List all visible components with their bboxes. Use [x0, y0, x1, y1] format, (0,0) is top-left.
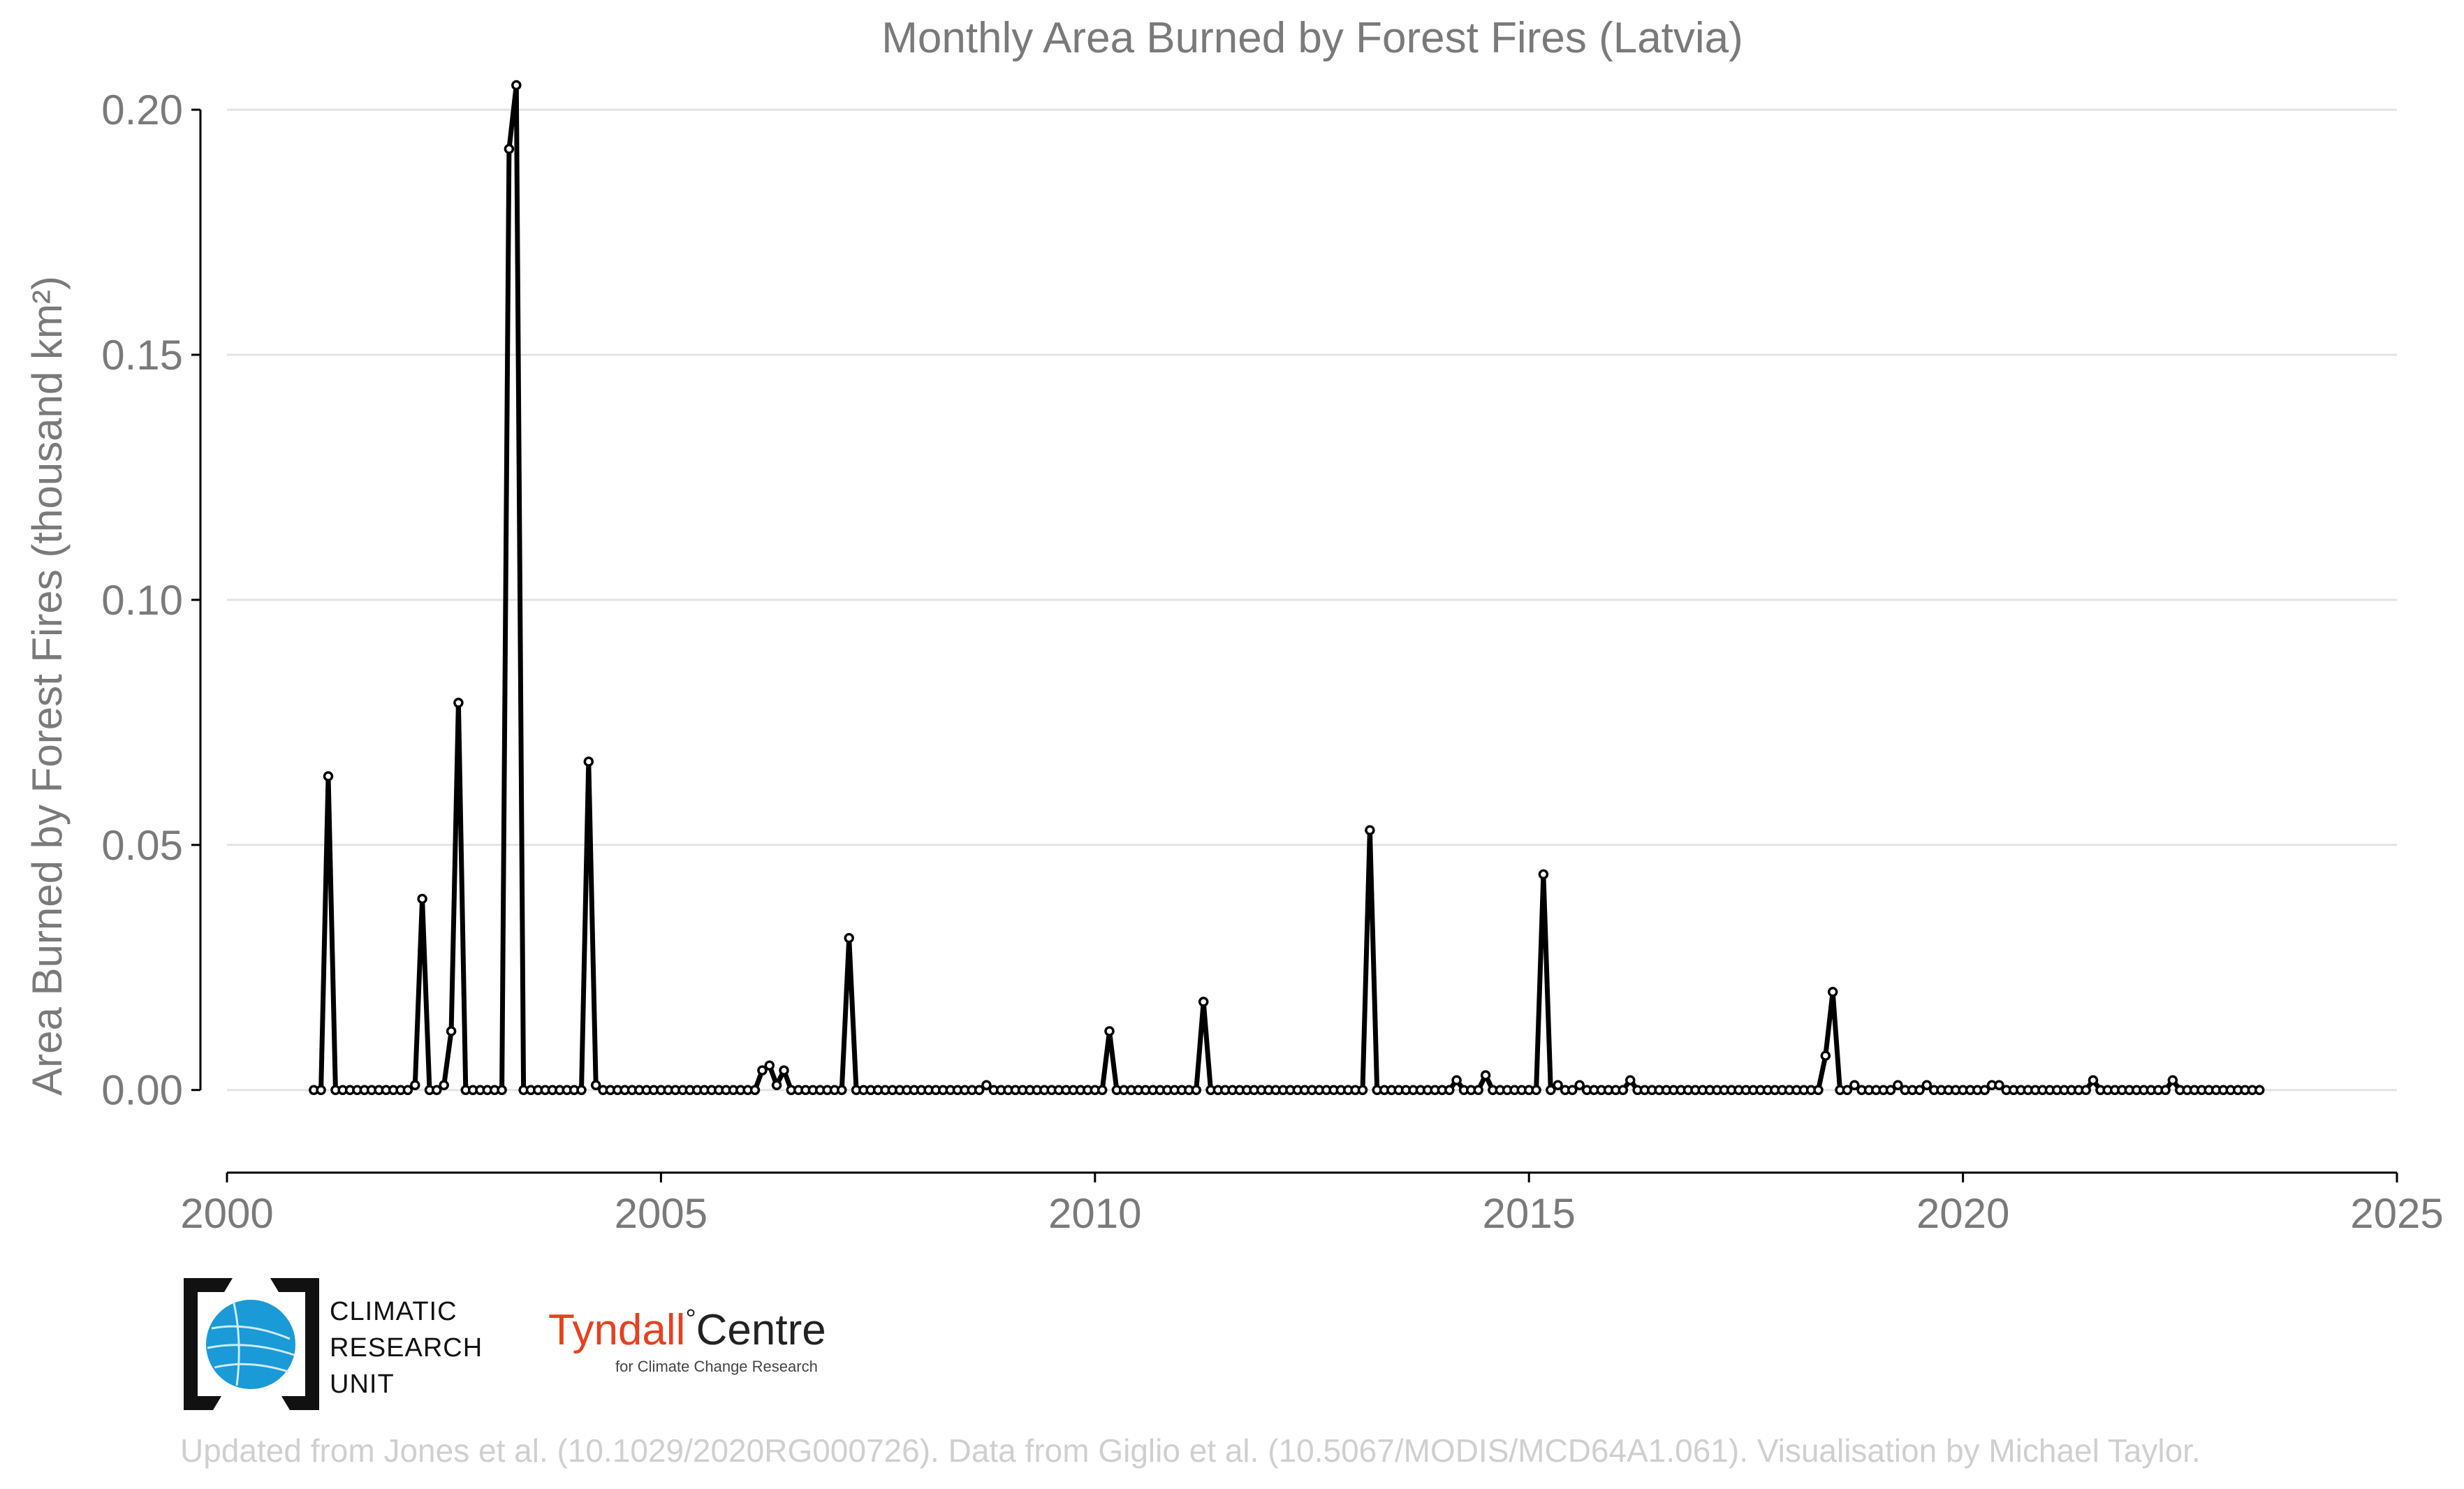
- data-point: [757, 1065, 768, 1076]
- cru-line: CLIMATIC: [330, 1297, 457, 1326]
- data-point: [1538, 869, 1549, 880]
- data-point: [504, 144, 515, 154]
- cru-line: RESEARCH: [330, 1333, 483, 1363]
- data-point: [1104, 1026, 1115, 1036]
- y-axis-label: Area Burned by Forest Fires (thousand km…: [24, 276, 71, 1096]
- data-point: [974, 1085, 985, 1095]
- y-axis: 0.00 0.05 0.10 0.15 0.20: [101, 87, 202, 1114]
- data-point: [446, 1026, 457, 1036]
- data-point: [2088, 1075, 2099, 1085]
- tyndall-logo: Tyndall°Centre for Climate Change Resear…: [548, 1305, 826, 1375]
- data-point: [576, 1085, 587, 1095]
- data-point: [779, 1065, 789, 1076]
- x-tick-label: 2010: [1048, 1190, 1141, 1237]
- data-point: [764, 1060, 775, 1071]
- y-tick-label: 0.20: [101, 87, 183, 133]
- data-point: [1546, 1085, 1556, 1095]
- data-point: [439, 1080, 449, 1090]
- data-point: [771, 1080, 782, 1090]
- data-point: [1914, 1085, 1925, 1095]
- cru-line: UNIT: [330, 1370, 395, 1399]
- data-point: [323, 771, 334, 782]
- tyndall-logo-main: Tyndall: [548, 1306, 686, 1354]
- x-tick-label: 2025: [2350, 1190, 2443, 1237]
- data-point: [1097, 1085, 1108, 1095]
- data-point: [1365, 825, 1375, 835]
- data-point: [590, 1080, 601, 1090]
- cru-logo-text: CLIMATIC RESEARCH UNIT: [330, 1293, 483, 1402]
- x-axis: 2000 2005 2010 2015 2020 2025: [180, 1171, 2444, 1237]
- data-point: [1567, 1085, 1578, 1095]
- data-point: [1893, 1080, 1903, 1090]
- y-tick-label: 0.05: [101, 822, 183, 869]
- data-point: [1198, 997, 1209, 1007]
- data-point: [2160, 1085, 2171, 1095]
- data-point: [844, 932, 854, 944]
- credit-line: Updated from Jones et al. (10.1029/2020R…: [180, 1432, 2201, 1469]
- data-point: [453, 698, 464, 708]
- series-line: [314, 82, 2260, 1093]
- data-point: [981, 1080, 992, 1090]
- x-tick-label: 2005: [615, 1190, 707, 1237]
- data-point: [1813, 1085, 1824, 1095]
- data-point: [1842, 1085, 1853, 1095]
- x-tick-label: 2020: [1916, 1190, 2009, 1237]
- tyndall-logo-sub: for Climate Change Research: [615, 1358, 818, 1375]
- data-point: [2167, 1075, 2178, 1085]
- data-point: [749, 1085, 761, 1095]
- data-point: [1531, 1085, 1541, 1095]
- cru-logo-icon: [184, 1278, 319, 1410]
- tyndall-logo-centre: Centre: [696, 1306, 826, 1354]
- data-point: [837, 1085, 847, 1095]
- data-point: [316, 1085, 326, 1095]
- data-point: [1191, 1085, 1202, 1095]
- tyndall-logo-degree: °: [685, 1305, 696, 1334]
- data-point: [417, 893, 427, 904]
- gridlines: [227, 108, 2397, 1092]
- data-point: [410, 1080, 420, 1090]
- data-point: [2254, 1085, 2265, 1095]
- data-point: [1979, 1085, 1990, 1095]
- data-point: [511, 80, 522, 91]
- series-layer: [309, 80, 2265, 1095]
- data-point: [1444, 1085, 1455, 1095]
- data-point: [1553, 1080, 1563, 1090]
- data-point: [1827, 987, 1838, 997]
- data-point: [1921, 1080, 1933, 1090]
- data-point: [583, 756, 594, 767]
- data-point: [1618, 1085, 1629, 1095]
- y-tick-label: 0.10: [101, 577, 183, 624]
- data-point: [1451, 1075, 1462, 1085]
- data-point: [1625, 1075, 1636, 1085]
- data-point: [1357, 1085, 1368, 1095]
- data-point: [497, 1085, 507, 1095]
- x-tick-label: 2000: [180, 1190, 273, 1237]
- data-point: [1849, 1080, 1860, 1090]
- data-point: [1574, 1080, 1585, 1090]
- data-point: [1473, 1085, 1483, 1095]
- y-tick-label: 0.15: [101, 332, 183, 379]
- data-point: [432, 1085, 442, 1095]
- data-point: [2081, 1085, 2091, 1095]
- data-point: [1885, 1085, 1896, 1095]
- data-point: [1820, 1050, 1831, 1061]
- chart-title: Monthly Area Burned by Forest Fires (Lat…: [881, 14, 1743, 62]
- data-point: [1994, 1080, 2004, 1090]
- data-point: [1480, 1070, 1491, 1080]
- data-point: [402, 1085, 413, 1095]
- y-tick-label: 0.00: [101, 1067, 183, 1114]
- x-tick-label: 2015: [1482, 1190, 1575, 1237]
